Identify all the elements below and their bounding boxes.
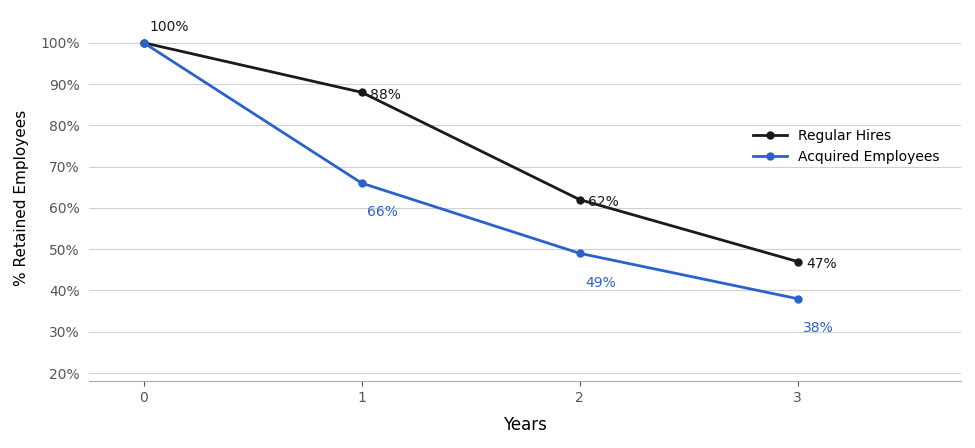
- Line: Regular Hires: Regular Hires: [140, 39, 801, 265]
- Text: 38%: 38%: [803, 321, 834, 335]
- Text: 100%: 100%: [149, 21, 189, 34]
- Text: 62%: 62%: [588, 195, 619, 209]
- Text: 88%: 88%: [370, 88, 401, 102]
- Text: 47%: 47%: [806, 257, 837, 271]
- Legend: Regular Hires, Acquired Employees: Regular Hires, Acquired Employees: [747, 124, 946, 170]
- Regular Hires: [792, 259, 803, 264]
- Acquired Employees: [137, 40, 149, 46]
- Line: Acquired Employees: Acquired Employees: [140, 39, 801, 302]
- Acquired Employees: [792, 296, 803, 302]
- Regular Hires: [137, 40, 149, 46]
- Acquired Employees: [356, 181, 368, 186]
- Text: 49%: 49%: [585, 276, 616, 289]
- Regular Hires: [574, 197, 586, 202]
- Text: 66%: 66%: [368, 205, 398, 220]
- X-axis label: Years: Years: [503, 416, 547, 434]
- Acquired Employees: [574, 250, 586, 256]
- Regular Hires: [356, 90, 368, 95]
- Y-axis label: % Retained Employees: % Retained Employees: [14, 109, 29, 286]
